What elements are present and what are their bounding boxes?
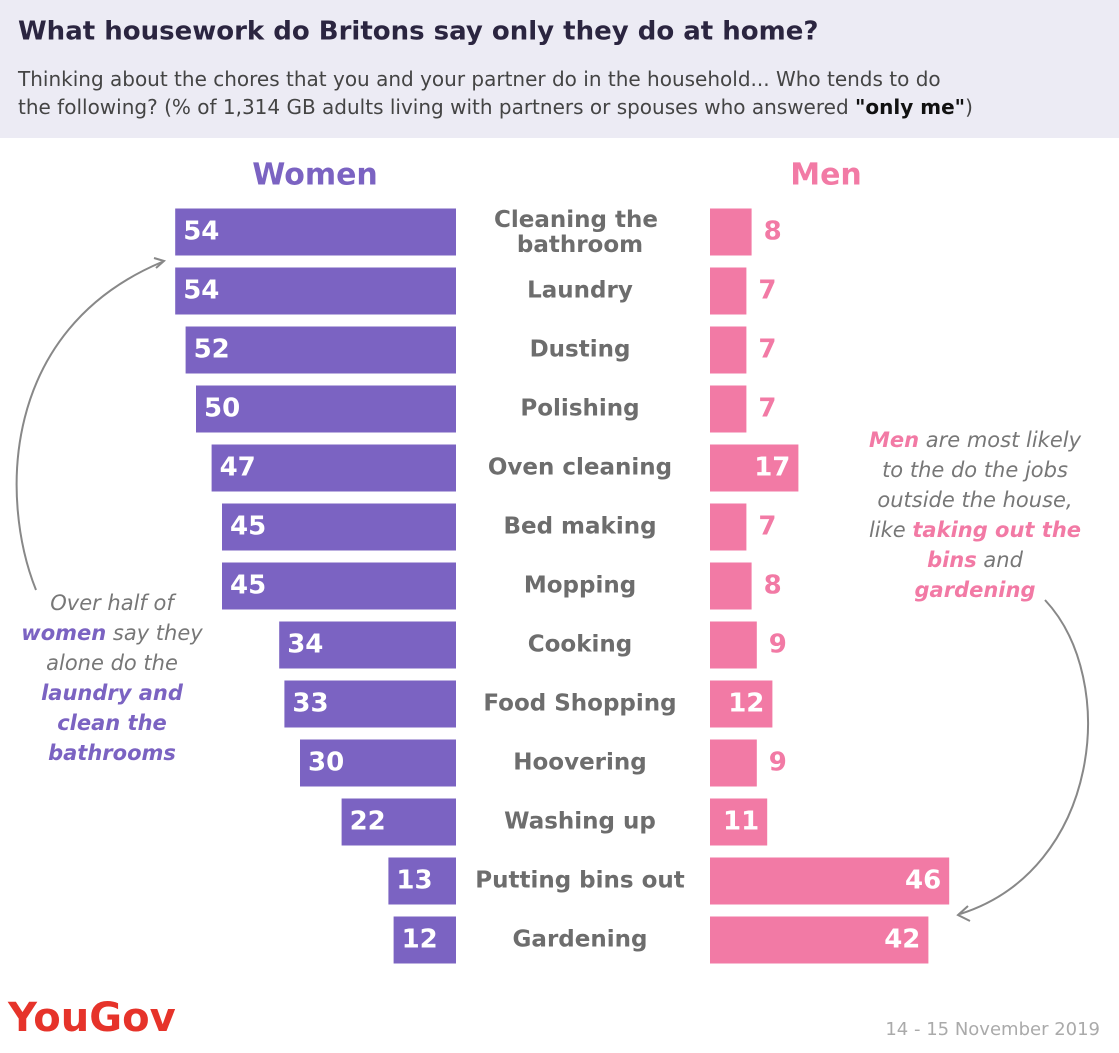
category-line: Cleaning the	[494, 207, 666, 233]
date: 14 - 15 November 2019	[885, 1019, 1100, 1040]
value-label: 9	[769, 748, 787, 778]
value-label: 42	[884, 925, 920, 955]
subtitle-line: the following? (% of 1,314 GB adults liv…	[18, 95, 855, 119]
value-label: 50	[204, 394, 240, 424]
category-label: Mopping	[524, 573, 636, 599]
subtitle-line: Thinking about the chores that you and y…	[17, 67, 947, 91]
value-label: 54	[183, 276, 219, 306]
annotation-text: gardening	[914, 578, 1036, 602]
arrow	[15, 261, 163, 591]
annotation-text: Over half of	[50, 591, 174, 615]
annotation: Over half of women say they alone do the…	[12, 588, 212, 768]
category-label: Food Shopping	[483, 691, 676, 717]
category-label: Laundry	[527, 278, 633, 304]
header-bg	[0, 0, 1119, 138]
chart-title: What housework do Britons say only they …	[18, 17, 818, 47]
subtitle-end: )	[965, 95, 973, 119]
value-label: 33	[292, 689, 328, 719]
value-label: 47	[220, 453, 256, 483]
category-label: Putting bins out	[475, 868, 685, 894]
bar	[196, 385, 456, 433]
category-label: Hoovering	[513, 750, 647, 776]
subtitle: Thinking about the chores that you and y…	[17, 67, 973, 119]
value-label: 45	[230, 512, 266, 542]
annotation-text: and	[976, 548, 1023, 572]
bar	[710, 857, 950, 905]
category-label: Polishing	[520, 396, 639, 422]
value-label: 46	[905, 866, 941, 896]
value-label: 12	[402, 925, 438, 955]
bar	[222, 562, 456, 610]
legend-label: Women	[252, 158, 378, 193]
bar	[710, 562, 752, 610]
bar	[185, 326, 456, 374]
value-label: 7	[758, 335, 776, 365]
bar	[341, 798, 456, 846]
bar	[388, 857, 456, 905]
annotation-text: taking out the bins	[912, 518, 1082, 572]
value-label: 8	[764, 571, 782, 601]
value-label: 34	[287, 630, 323, 660]
bar	[710, 326, 747, 374]
category-label: Cooking	[528, 632, 633, 658]
annotation-text: Men	[868, 428, 920, 452]
bar	[393, 916, 456, 964]
bar	[710, 503, 747, 551]
bar	[710, 621, 757, 669]
value-label: 11	[723, 807, 759, 837]
logo: YouGov	[7, 995, 176, 1041]
bar	[710, 916, 929, 964]
bar	[222, 503, 456, 551]
value-label: 22	[350, 807, 386, 837]
value-label: 13	[396, 866, 432, 896]
value-label: 7	[758, 394, 776, 424]
category-label: Bed making	[503, 514, 656, 540]
arrowhead	[956, 905, 971, 922]
bar	[710, 267, 747, 315]
bar	[710, 739, 757, 787]
legend-label: Men	[790, 158, 862, 193]
bar	[284, 680, 456, 728]
annotation-text: are most likely to the do the jobs outsi…	[868, 428, 1082, 542]
category-label: Gardening	[513, 927, 648, 953]
bar	[710, 680, 773, 728]
category-label: Washing up	[504, 809, 656, 835]
value-label: 54	[183, 217, 219, 247]
value-label: 9	[769, 630, 787, 660]
annotation-text: laundry and clean the bathrooms	[41, 681, 183, 765]
value-label: 12	[728, 689, 764, 719]
annotation: Men are most likely to the do the jobs o…	[865, 425, 1085, 605]
subtitle-emphasis: "only me"	[855, 95, 965, 119]
annotation-text: women	[21, 621, 107, 645]
arrow	[959, 599, 1089, 915]
category-label: Dusting	[530, 337, 631, 363]
bar	[300, 739, 456, 787]
value-label: 7	[758, 512, 776, 542]
bar	[175, 208, 456, 256]
value-label: 7	[758, 276, 776, 306]
annotation-text: say they alone do the	[46, 621, 203, 675]
bar	[710, 444, 799, 492]
category-line: bathroom	[517, 232, 643, 258]
value-label: 45	[230, 571, 266, 601]
value-label: 52	[194, 335, 230, 365]
arrowhead	[153, 257, 167, 269]
category-label: Cleaning the bathroom	[494, 207, 666, 258]
bar	[175, 267, 456, 315]
value-label: 8	[764, 217, 782, 247]
bar	[211, 444, 456, 492]
category-label: Oven cleaning	[488, 455, 672, 481]
bar	[710, 385, 747, 433]
bar	[710, 208, 752, 256]
value-label: 17	[754, 453, 790, 483]
bar	[710, 798, 768, 846]
bar	[279, 621, 456, 669]
value-label: 30	[308, 748, 344, 778]
